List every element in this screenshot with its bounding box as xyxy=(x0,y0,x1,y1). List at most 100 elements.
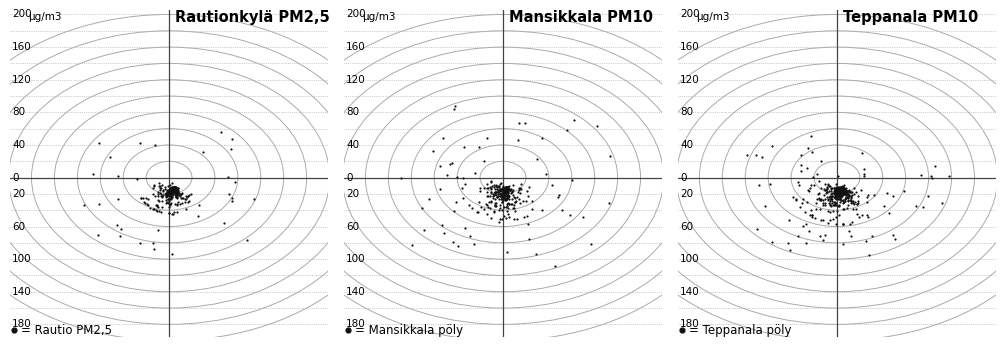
Point xyxy=(924,176,940,181)
Point xyxy=(498,186,514,192)
Point xyxy=(840,194,856,200)
Point xyxy=(807,215,823,221)
Point xyxy=(140,203,156,208)
Point xyxy=(846,186,862,191)
Point xyxy=(833,185,849,191)
Point xyxy=(819,186,835,191)
Point xyxy=(490,189,506,195)
Point xyxy=(135,196,151,201)
Point xyxy=(164,193,180,198)
Point xyxy=(829,191,845,197)
Point xyxy=(146,191,162,197)
Point xyxy=(499,186,515,192)
Point xyxy=(167,187,183,193)
Point xyxy=(167,185,183,190)
Point xyxy=(500,192,516,197)
Point xyxy=(160,189,176,194)
Point xyxy=(167,202,183,207)
Text: 180: 180 xyxy=(346,319,366,329)
Point xyxy=(161,187,177,193)
Point xyxy=(828,202,844,208)
Point xyxy=(150,191,166,197)
Point xyxy=(164,186,180,191)
Point xyxy=(854,213,870,218)
Point xyxy=(164,187,180,193)
Point xyxy=(490,194,506,199)
Point xyxy=(159,192,175,197)
Point xyxy=(834,185,850,191)
Point xyxy=(166,185,182,191)
Point xyxy=(180,200,196,205)
Point xyxy=(498,187,514,193)
Point xyxy=(163,196,179,202)
Point xyxy=(839,189,855,194)
Point xyxy=(835,185,851,190)
Point xyxy=(495,194,511,200)
Point xyxy=(833,185,849,191)
Point xyxy=(494,191,510,196)
Point xyxy=(168,187,184,193)
Point xyxy=(503,186,519,192)
Point xyxy=(793,168,809,174)
Point xyxy=(554,208,570,213)
Point xyxy=(500,194,516,199)
Point xyxy=(829,188,845,194)
Point xyxy=(499,185,515,191)
Point xyxy=(843,233,859,238)
Point xyxy=(446,209,462,214)
Point xyxy=(492,193,508,199)
Point xyxy=(835,221,851,227)
Point xyxy=(497,186,513,192)
Point xyxy=(835,185,851,191)
Point xyxy=(863,233,879,239)
Point xyxy=(163,190,179,195)
Point xyxy=(836,189,852,195)
Point xyxy=(836,188,852,193)
Point xyxy=(110,197,126,202)
Point xyxy=(750,183,767,188)
Text: 60: 60 xyxy=(680,221,693,231)
Point xyxy=(483,178,499,183)
Point xyxy=(830,192,846,198)
Point xyxy=(674,327,690,333)
Point xyxy=(841,193,857,198)
Point xyxy=(848,190,864,195)
Point xyxy=(828,192,844,197)
Point xyxy=(942,173,958,179)
Point xyxy=(496,204,512,210)
Point xyxy=(835,221,851,227)
Point xyxy=(161,198,177,203)
Point xyxy=(169,189,185,195)
Point xyxy=(497,196,513,202)
Point xyxy=(833,197,849,203)
Point xyxy=(829,191,845,196)
Point xyxy=(822,184,838,189)
Point xyxy=(834,189,850,195)
Point xyxy=(498,185,514,190)
Point xyxy=(494,199,510,204)
Point xyxy=(828,192,844,197)
Point xyxy=(802,228,818,234)
Point xyxy=(813,196,829,202)
Point xyxy=(794,201,810,206)
Point xyxy=(498,185,514,191)
Point xyxy=(828,184,844,189)
Point xyxy=(485,195,501,201)
Point xyxy=(480,202,496,208)
Point xyxy=(498,185,514,191)
Point xyxy=(834,189,850,195)
Point xyxy=(492,186,508,192)
Text: 80: 80 xyxy=(346,107,359,117)
Point xyxy=(832,188,848,193)
Point xyxy=(499,186,515,192)
Point xyxy=(493,180,509,186)
Point xyxy=(161,192,177,197)
Point xyxy=(494,194,510,200)
Point xyxy=(832,192,848,198)
Point xyxy=(507,195,523,200)
Point xyxy=(497,189,513,194)
Point xyxy=(498,188,514,193)
Point xyxy=(479,135,495,141)
Point xyxy=(823,188,839,193)
Point xyxy=(510,189,526,195)
